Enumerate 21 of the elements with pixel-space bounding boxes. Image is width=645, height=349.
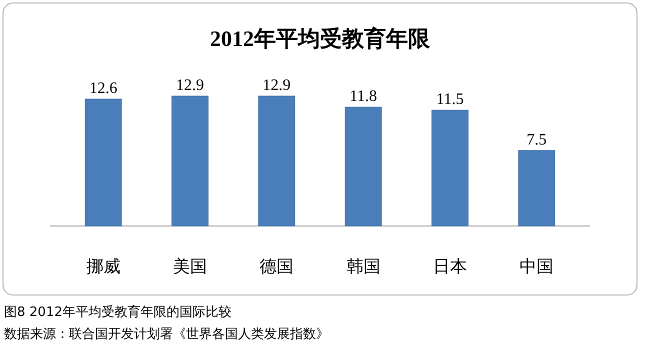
chart-title: 2012年平均受教育年限: [210, 26, 431, 51]
x-tick-label: 美国: [173, 257, 207, 277]
x-tick-label: 德国: [260, 257, 294, 277]
bar: [84, 98, 122, 226]
data-label: 11.5: [436, 91, 464, 108]
data-label: 7.5: [526, 131, 547, 148]
data-label: 12.9: [176, 77, 204, 94]
bar: [344, 106, 382, 226]
data-label: 11.8: [350, 88, 378, 106]
bar: [518, 150, 556, 226]
x-tick-label: 韩国: [346, 257, 380, 277]
data-label: 12.6: [89, 80, 118, 98]
bar: [172, 96, 208, 226]
bar: [258, 96, 296, 226]
caption: 图8 2012年平均受教育年限的国际比较: [4, 304, 232, 320]
data-label: 12.9: [262, 77, 291, 94]
source-note: 数据来源：联合国开发计划署《世界各国人类发展指数》: [4, 327, 329, 342]
bar: [432, 110, 468, 226]
x-tick-label: 中国: [520, 257, 554, 277]
x-tick-label: 挪威: [86, 257, 120, 277]
x-tick-label: 日本: [433, 257, 467, 277]
